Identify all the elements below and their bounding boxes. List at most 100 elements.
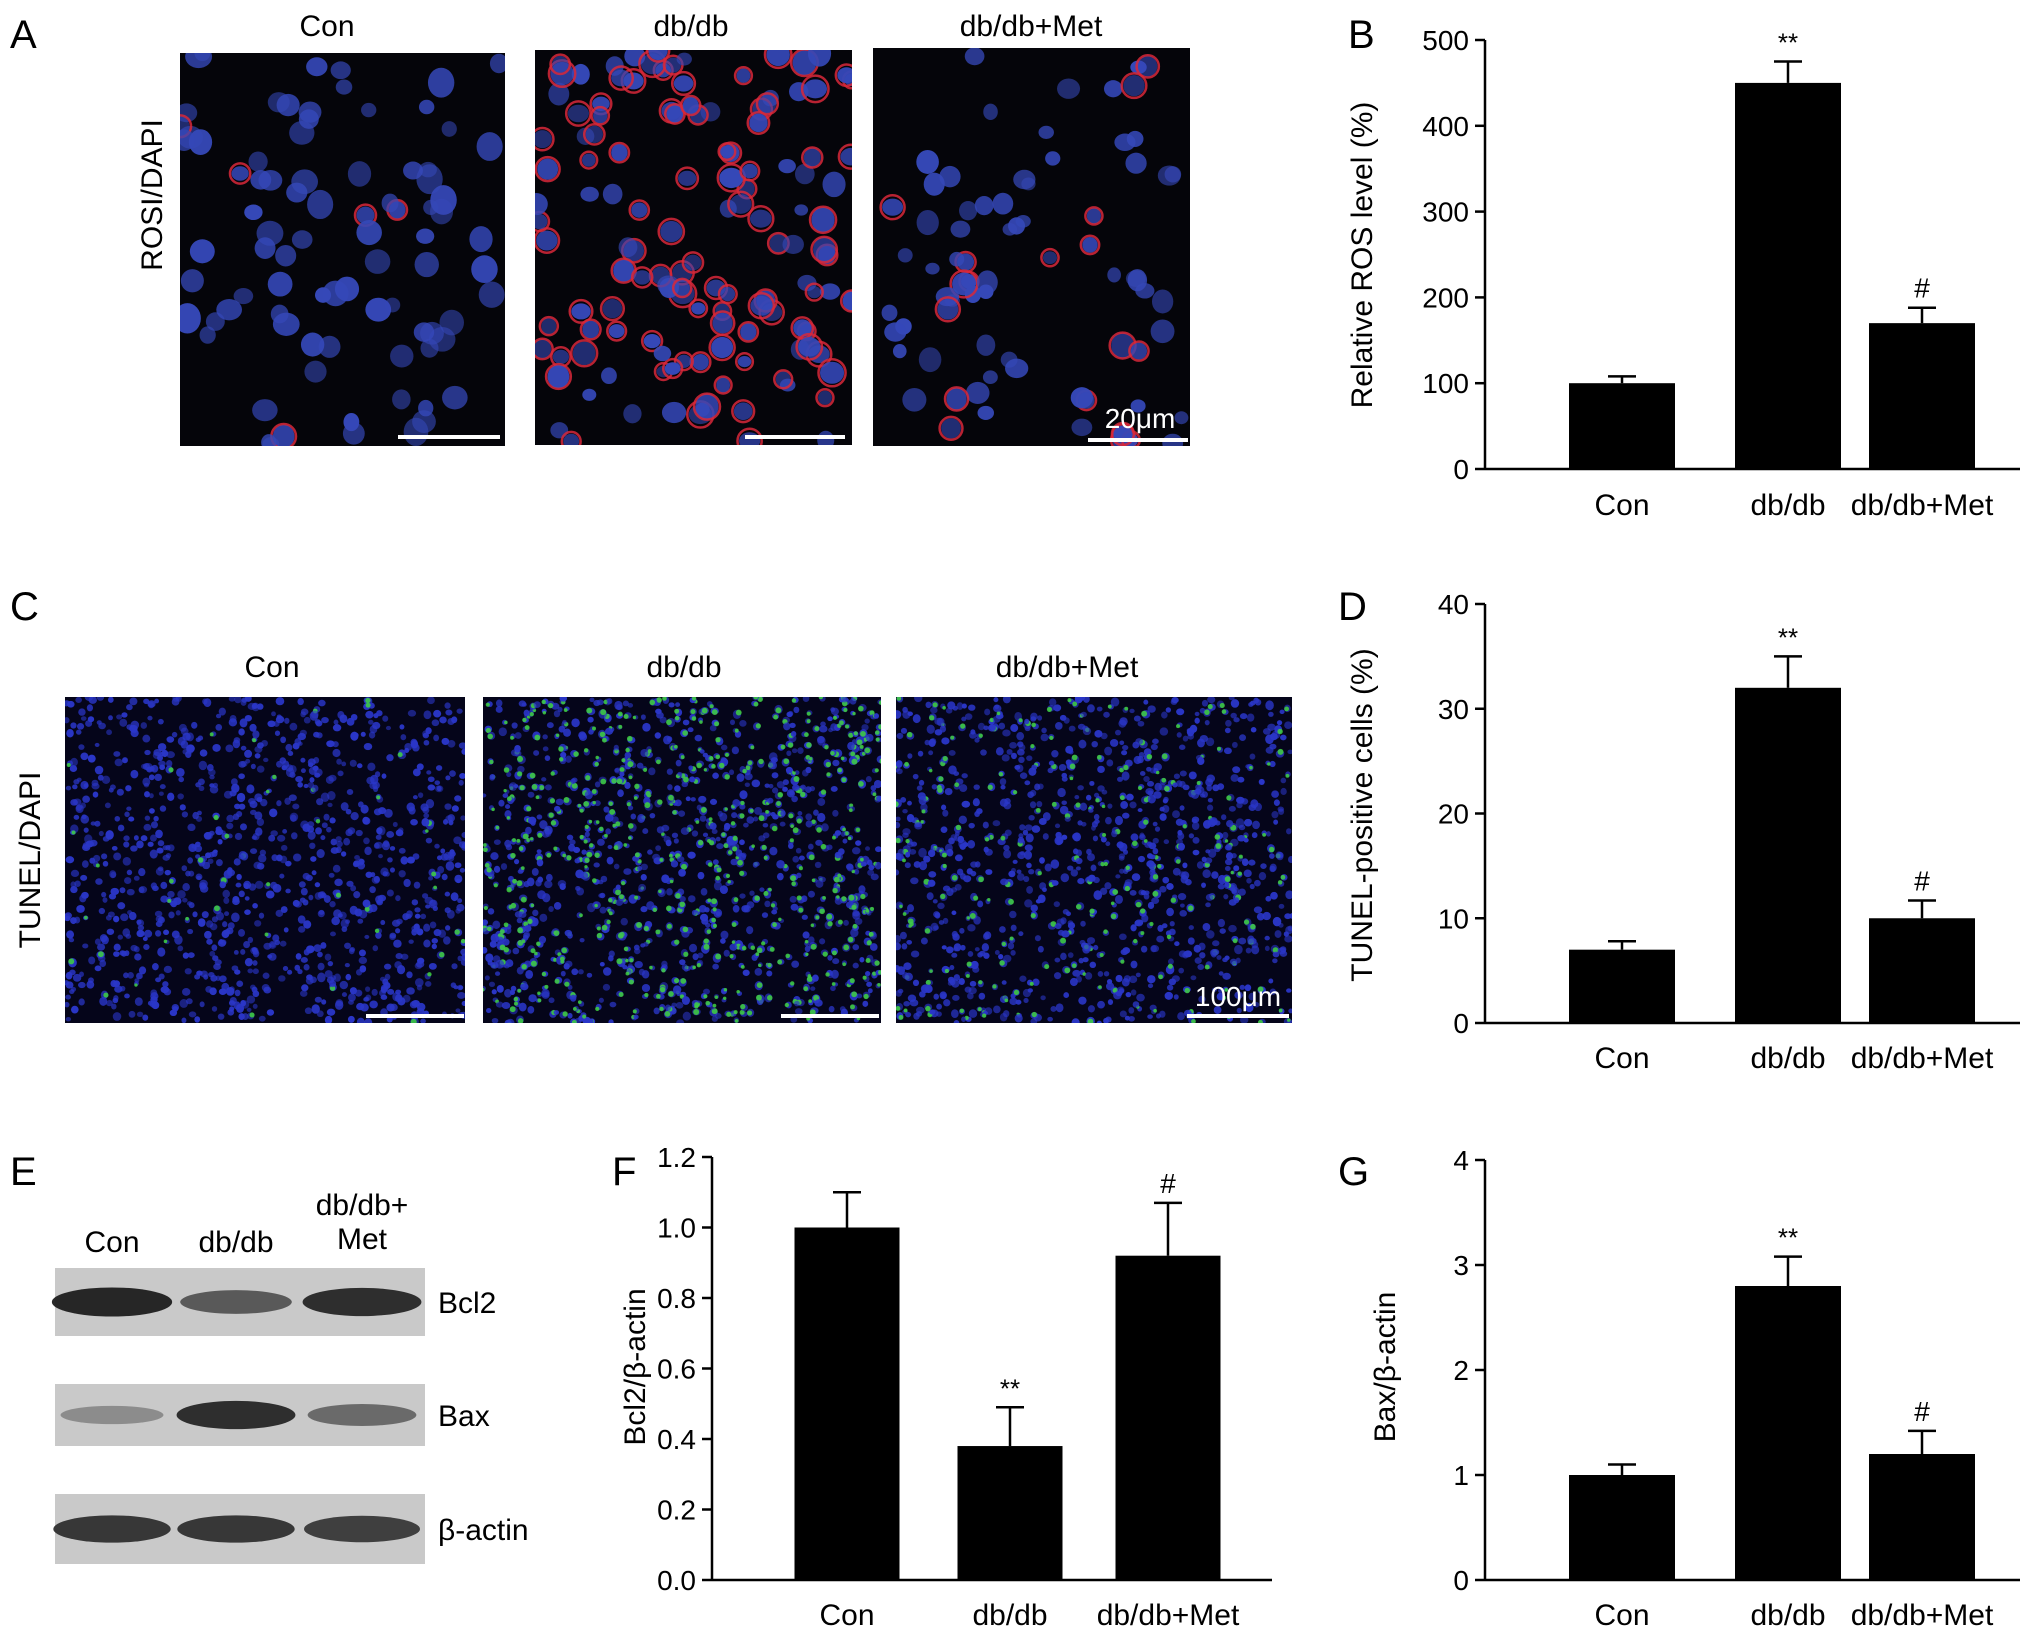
y-tick-label: 10 <box>1438 903 1469 934</box>
panel-c-group-label: db/db+Met <box>996 651 1139 684</box>
blot-band <box>177 1515 295 1543</box>
blot-band <box>302 1287 422 1317</box>
bar <box>1569 1475 1675 1580</box>
y-tick-label: 0.8 <box>657 1283 696 1314</box>
panel-c-stain-label: TUNEL/DAPI <box>14 772 47 949</box>
panel-a-group-label: Con <box>299 10 354 43</box>
y-tick-label: 0 <box>1453 1565 1469 1596</box>
micrograph-a-dbdb-met <box>873 48 1190 446</box>
panel-e-letter: E <box>10 1150 37 1194</box>
micrograph-c-dbdb-met <box>896 697 1292 1023</box>
panel-a-stain-label: ROSI/DAPI <box>136 119 169 271</box>
lane-label-dbdb: db/db <box>198 1226 273 1259</box>
band-label: Bax <box>438 1400 490 1433</box>
y-tick-label: 500 <box>1422 25 1469 56</box>
blot-band <box>307 1404 417 1426</box>
blot-strips: Bcl2 Bax β-actin <box>51 1268 529 1564</box>
significance-marker: ** <box>1778 622 1798 652</box>
panel-letter: D <box>1338 585 1367 629</box>
y-tick-label: 0.6 <box>657 1354 696 1385</box>
bar-chart-b: B Relative ROS level (%) 0 100 200 300 400 500 C… <box>1346 13 2020 522</box>
y-axis-label: Relative ROS level (%) <box>1346 102 1379 409</box>
panel-a-group-label: db/db <box>653 10 728 43</box>
significance-marker: # <box>1160 1168 1176 1199</box>
bar <box>1869 918 1975 1023</box>
category-label: db/db <box>1750 1599 1825 1632</box>
category-label: db/db <box>1750 489 1825 522</box>
panel-a-group-label: db/db+Met <box>960 10 1103 43</box>
y-tick-label: 30 <box>1438 694 1469 725</box>
bar <box>794 1227 900 1580</box>
category-label: Con <box>1594 489 1649 522</box>
panel-a: A ROSI/DAPI Con db/db db/db+Met 20μm <box>10 10 1190 446</box>
micrograph-a-con <box>180 53 505 446</box>
y-tick-label: 0.2 <box>657 1495 696 1526</box>
bar <box>1569 383 1675 469</box>
category-label: db/db+Met <box>1851 1599 1994 1632</box>
y-tick-label: 3 <box>1453 1250 1469 1281</box>
blot-band <box>51 1287 173 1317</box>
micrograph-a-dbdb <box>535 50 852 445</box>
blot-band <box>53 1515 171 1543</box>
y-axis-label: Bcl2/β-actin <box>619 1288 652 1445</box>
significance-marker: # <box>1914 1396 1930 1427</box>
panel-c-letter: C <box>10 585 39 629</box>
y-tick-label: 1 <box>1453 1460 1469 1491</box>
blot-band <box>180 1290 292 1314</box>
micrograph-c-con <box>65 697 465 1023</box>
y-tick-label: 400 <box>1422 111 1469 142</box>
panel-a-letter: A <box>10 13 37 57</box>
bar <box>1115 1255 1221 1580</box>
y-tick-label: 40 <box>1438 589 1469 620</box>
significance-marker: # <box>1914 273 1930 304</box>
micrograph-c-dbdb <box>483 697 881 1023</box>
bar <box>1735 82 1841 470</box>
panel-c-group-label: Con <box>244 651 299 684</box>
significance-marker: ** <box>1778 1223 1798 1253</box>
y-tick-label: 0.4 <box>657 1424 696 1455</box>
significance-marker: # <box>1914 865 1930 896</box>
y-tick-label: 100 <box>1422 368 1469 399</box>
blot-band <box>60 1405 164 1425</box>
y-tick-label: 300 <box>1422 197 1469 228</box>
bar <box>957 1446 1063 1580</box>
category-label: db/db+Met <box>1851 1042 1994 1075</box>
y-tick-label: 20 <box>1438 799 1469 830</box>
y-tick-label: 0.0 <box>657 1565 696 1596</box>
category-label: db/db <box>1750 1042 1825 1075</box>
y-tick-label: 4 <box>1453 1145 1469 1176</box>
band-label: β-actin <box>438 1514 529 1547</box>
y-tick-label: 200 <box>1422 282 1469 313</box>
panel-letter: F <box>612 1150 636 1194</box>
y-tick-label: 0 <box>1453 1008 1469 1039</box>
y-tick-label: 0 <box>1453 454 1469 485</box>
category-label: db/db+Met <box>1851 489 1994 522</box>
y-tick-label: 1.0 <box>657 1213 696 1244</box>
panel-c: C TUNEL/DAPI Con db/db db/db+Met 100μm <box>10 585 1292 1023</box>
bar <box>1869 323 1975 469</box>
panel-c-group-label: db/db <box>646 651 721 684</box>
category-label: Con <box>819 1599 874 1632</box>
bar <box>1869 1454 1975 1580</box>
category-label: db/db+Met <box>1097 1599 1240 1632</box>
y-axis-label: Bax/β-actin <box>1369 1292 1402 1443</box>
bar <box>1735 1286 1841 1580</box>
scale-bar-a-label: 20μm <box>1105 403 1176 434</box>
lane-label-con: Con <box>84 1226 139 1259</box>
panel-e: E Con db/db db/db+ Met Bcl2 Bax β-actin <box>10 1150 529 1564</box>
blot-band <box>176 1400 296 1430</box>
bar-chart-f: F Bcl2/β-actin 0.0 0.2 0.4 0.6 0.8 1.0 1.2 Con ** d… <box>612 1142 1272 1632</box>
y-tick-label: 1.2 <box>657 1142 696 1173</box>
significance-marker: ** <box>1000 1373 1020 1403</box>
y-axis-label: TUNEL-positive cells (%) <box>1346 648 1379 981</box>
bar-chart-g: G Bax/β-actin 0 1 2 3 4 Con ** db/db # db/db+Met <box>1338 1145 2020 1632</box>
band-label: Bcl2 <box>438 1287 496 1320</box>
category-label: db/db <box>972 1599 1047 1632</box>
lane-label-dbdb-met: db/db+ Met <box>316 1189 409 1256</box>
blot-band <box>304 1515 420 1543</box>
category-label: Con <box>1594 1042 1649 1075</box>
bar <box>1735 687 1841 1023</box>
panel-letter: B <box>1348 13 1375 57</box>
bar-chart-d: D TUNEL-positive cells (%) 0 10 20 30 40 Con ** d… <box>1338 585 2020 1075</box>
